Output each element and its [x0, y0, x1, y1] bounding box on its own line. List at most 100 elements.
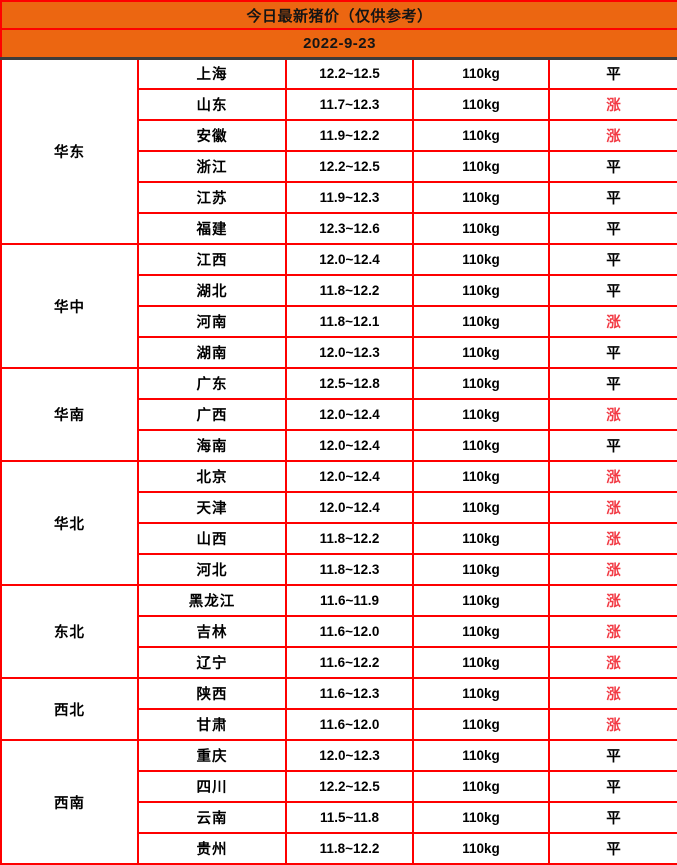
table-row: 西北 陕西 11.6~12.3 110kg 涨	[0, 677, 677, 741]
price-cell: 11.8~12.1	[285, 305, 414, 338]
price-cell: 12.0~12.4	[285, 243, 414, 276]
table-row: 山东 11.7~12.3 110kg 涨	[1, 88, 677, 121]
province-cell: 上海	[137, 57, 287, 90]
price-cell: 12.0~12.4	[285, 429, 414, 462]
weight-cell: 110kg	[412, 801, 550, 834]
province-cell: 河南	[137, 305, 287, 338]
price-cell: 11.8~12.2	[285, 832, 414, 865]
status-cell: 涨	[547, 491, 677, 524]
date-row: 2022-9-23	[0, 28, 677, 60]
price-cell: 11.8~12.2	[285, 522, 414, 555]
status-cell: 涨	[547, 460, 677, 493]
status-cell: 平	[547, 739, 677, 772]
province-cell: 贵州	[137, 832, 287, 865]
weight-cell: 110kg	[412, 243, 550, 276]
table-row: 福建 12.3~12.6 110kg 平	[1, 212, 677, 245]
status-cell: 平	[547, 150, 677, 183]
status-cell: 平	[547, 770, 677, 803]
table-body: 华东 上海 12.2~12.5 110kg 平山东 11.7~12.3 110kg 涨安徽 11…	[0, 57, 677, 865]
status-cell: 平	[547, 832, 677, 865]
weight-cell: 110kg	[412, 336, 550, 369]
region-cell: 华北	[0, 460, 139, 586]
weight-cell: 110kg	[412, 57, 550, 90]
table-row: 贵州 11.8~12.2 110kg 平	[1, 832, 677, 865]
weight-cell: 110kg	[412, 522, 550, 555]
weight-cell: 110kg	[412, 305, 550, 338]
weight-cell: 110kg	[412, 367, 550, 400]
weight-cell: 110kg	[412, 491, 550, 524]
province-cell: 甘肃	[137, 708, 287, 741]
table-row: 四川 12.2~12.5 110kg 平	[1, 770, 677, 803]
price-cell: 12.2~12.5	[285, 770, 414, 803]
price-cell: 11.6~12.0	[285, 615, 414, 648]
weight-cell: 110kg	[412, 677, 550, 710]
province-cell: 湖南	[137, 336, 287, 369]
price-cell: 12.5~12.8	[285, 367, 414, 400]
status-cell: 平	[547, 212, 677, 245]
table-row: 河北 11.8~12.3 110kg 涨	[1, 553, 677, 586]
price-cell: 12.0~12.3	[285, 336, 414, 369]
province-cell: 江苏	[137, 181, 287, 214]
province-cell: 山东	[137, 88, 287, 121]
province-cell: 福建	[137, 212, 287, 245]
table-row: 甘肃 11.6~12.0 110kg 涨	[1, 708, 677, 741]
region-cell: 西南	[0, 739, 139, 865]
weight-cell: 110kg	[412, 460, 550, 493]
price-cell: 11.7~12.3	[285, 88, 414, 121]
weight-cell: 110kg	[412, 553, 550, 586]
price-cell: 12.0~12.4	[285, 460, 414, 493]
table-row: 山西 11.8~12.2 110kg 涨	[1, 522, 677, 555]
status-cell: 涨	[547, 522, 677, 555]
province-cell: 山西	[137, 522, 287, 555]
status-cell: 平	[547, 57, 677, 90]
province-cell: 江西	[137, 243, 287, 276]
price-cell: 12.3~12.6	[285, 212, 414, 245]
province-cell: 陕西	[137, 677, 287, 710]
table-row: 广西 12.0~12.4 110kg 涨	[1, 398, 677, 431]
table-row: 华南 广东 12.5~12.8 110kg 平	[0, 367, 677, 462]
province-cell: 湖北	[137, 274, 287, 307]
table-row: 浙江 12.2~12.5 110kg 平	[1, 150, 677, 183]
province-cell: 云南	[137, 801, 287, 834]
province-cell: 北京	[137, 460, 287, 493]
province-cell: 浙江	[137, 150, 287, 183]
weight-cell: 110kg	[412, 119, 550, 152]
status-cell: 平	[547, 367, 677, 400]
status-cell: 涨	[547, 553, 677, 586]
status-cell: 平	[547, 181, 677, 214]
page-title: 今日最新猪价（仅供参考）	[0, 0, 677, 30]
province-cell: 天津	[137, 491, 287, 524]
table-row: 江苏 11.9~12.3 110kg 平	[1, 181, 677, 214]
status-cell: 涨	[547, 677, 677, 710]
date-label: 2022-9-23	[0, 28, 677, 60]
status-cell: 涨	[547, 88, 677, 121]
price-cell: 11.6~12.0	[285, 708, 414, 741]
weight-cell: 110kg	[412, 274, 550, 307]
table-row: 云南 11.5~11.8 110kg 平	[1, 801, 677, 834]
table-row: 辽宁 11.6~12.2 110kg 涨	[1, 646, 677, 679]
province-cell: 四川	[137, 770, 287, 803]
price-cell: 11.6~12.3	[285, 677, 414, 710]
status-cell: 平	[547, 429, 677, 462]
region-cell: 华中	[0, 243, 139, 369]
price-cell: 11.6~12.2	[285, 646, 414, 679]
price-cell: 11.6~11.9	[285, 584, 414, 617]
table-row: 安徽 11.9~12.2 110kg 涨	[1, 119, 677, 152]
weight-cell: 110kg	[412, 398, 550, 431]
weight-cell: 110kg	[412, 429, 550, 462]
table-row: 东北 黑龙江 11.6~11.9 110kg 涨	[0, 584, 677, 679]
region-cell: 东北	[0, 584, 139, 679]
province-cell: 黑龙江	[137, 584, 287, 617]
status-cell: 平	[547, 243, 677, 276]
region-cell: 华东	[0, 57, 139, 245]
status-cell: 平	[547, 801, 677, 834]
price-cell: 12.2~12.5	[285, 57, 414, 90]
price-cell: 11.8~12.3	[285, 553, 414, 586]
province-cell: 河北	[137, 553, 287, 586]
price-cell: 11.9~12.3	[285, 181, 414, 214]
weight-cell: 110kg	[412, 150, 550, 183]
region-cell: 西北	[0, 677, 139, 741]
table-row: 天津 12.0~12.4 110kg 涨	[1, 491, 677, 524]
status-cell: 涨	[547, 708, 677, 741]
